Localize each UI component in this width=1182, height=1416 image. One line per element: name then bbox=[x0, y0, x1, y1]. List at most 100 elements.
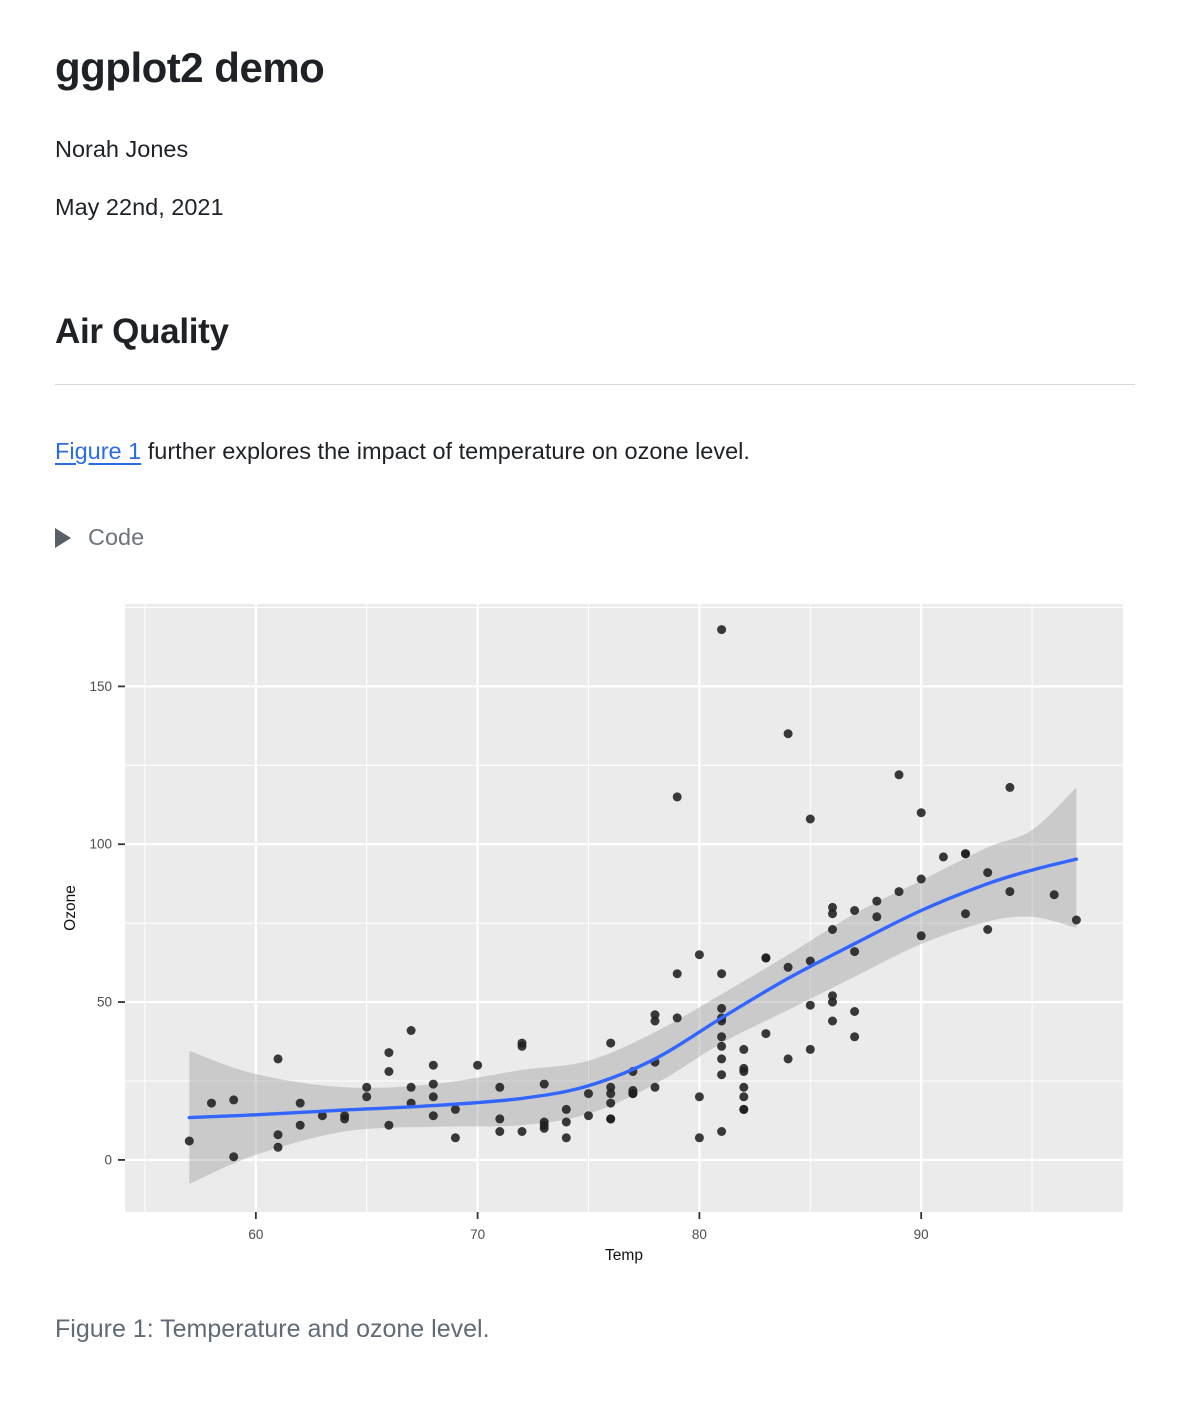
data-point bbox=[828, 902, 837, 912]
data-point bbox=[606, 1098, 616, 1108]
data-point bbox=[739, 1104, 749, 1114]
data-point bbox=[805, 1044, 815, 1054]
y-tick-label: 50 bbox=[97, 995, 112, 1010]
data-point bbox=[916, 808, 926, 818]
data-point bbox=[717, 969, 727, 979]
data-point bbox=[606, 1082, 616, 1092]
data-point bbox=[828, 909, 837, 919]
data-point bbox=[783, 729, 793, 739]
data-point bbox=[983, 868, 993, 878]
data-point bbox=[495, 1127, 505, 1136]
data-point bbox=[384, 1120, 394, 1130]
y-axis-title: Ozone bbox=[62, 885, 79, 931]
author: Norah Jones bbox=[55, 136, 189, 162]
data-point bbox=[229, 1095, 239, 1105]
x-tick-label: 80 bbox=[692, 1227, 707, 1242]
axis-ticks bbox=[118, 685, 923, 1219]
data-point bbox=[938, 852, 948, 862]
data-point bbox=[828, 991, 837, 1001]
data-point bbox=[628, 1089, 638, 1099]
data-point bbox=[761, 1029, 771, 1039]
data-point bbox=[428, 1111, 438, 1121]
data-point bbox=[717, 1003, 727, 1013]
data-point bbox=[872, 896, 882, 906]
data-point bbox=[783, 1054, 793, 1064]
data-point bbox=[916, 931, 926, 941]
data-point bbox=[739, 1092, 749, 1102]
x-tick-label: 60 bbox=[248, 1227, 263, 1242]
figure-1: 60 70 80 90 0 50 100 150 Temp Ozone Figure 1: Tem… bbox=[55, 599, 1135, 1344]
data-point bbox=[961, 909, 970, 919]
plot-panel bbox=[125, 604, 1123, 1212]
data-point bbox=[739, 1082, 749, 1092]
data-point bbox=[783, 962, 793, 972]
data-point bbox=[450, 1104, 460, 1114]
y-tick-label: 150 bbox=[89, 679, 112, 694]
x-axis-title: Temp bbox=[605, 1247, 643, 1264]
data-point bbox=[428, 1092, 438, 1102]
data-point bbox=[850, 1032, 860, 1042]
data-point bbox=[694, 1092, 704, 1102]
data-point bbox=[694, 1133, 704, 1143]
data-point bbox=[739, 1067, 749, 1076]
data-point bbox=[717, 1070, 727, 1080]
data-point bbox=[273, 1054, 283, 1064]
data-point bbox=[495, 1114, 505, 1124]
data-point bbox=[872, 912, 882, 922]
smooth-line bbox=[187, 857, 1079, 1120]
data-point bbox=[672, 792, 682, 802]
intro-paragraph: Figure 1 further explores the impact of … bbox=[55, 434, 1135, 469]
data-point bbox=[672, 1013, 682, 1023]
x-tick-label: 70 bbox=[470, 1227, 485, 1242]
data-point bbox=[828, 997, 837, 1007]
code-disclosure[interactable]: Code bbox=[55, 524, 1135, 551]
figure-link[interactable]: Figure 1 bbox=[55, 438, 142, 464]
data-point bbox=[894, 770, 904, 780]
data-point bbox=[207, 1098, 216, 1108]
data-point bbox=[961, 849, 970, 859]
data-point bbox=[850, 906, 860, 915]
data-point bbox=[916, 874, 926, 884]
data-point bbox=[672, 969, 682, 979]
y-tick-label: 100 bbox=[89, 837, 112, 852]
data-point bbox=[606, 1114, 616, 1124]
data-point bbox=[517, 1127, 527, 1136]
data-point bbox=[717, 1054, 727, 1064]
figure-caption: Figure 1: Temperature and ozone level. bbox=[55, 1315, 490, 1343]
data-point bbox=[561, 1133, 571, 1143]
data-point bbox=[694, 950, 704, 960]
code-fold-label: Code bbox=[88, 524, 145, 550]
data-point bbox=[295, 1098, 305, 1108]
data-point bbox=[473, 1060, 483, 1070]
data-point bbox=[406, 1026, 416, 1035]
data-point bbox=[384, 1048, 394, 1058]
data-point bbox=[805, 1000, 815, 1010]
grid-major bbox=[125, 604, 1123, 1212]
data-point bbox=[1005, 782, 1015, 792]
data-point bbox=[184, 1136, 194, 1146]
data-point bbox=[317, 1111, 327, 1121]
data-point bbox=[650, 1016, 660, 1026]
ggplot-figure: 60 70 80 90 0 50 100 150 Temp Ozone bbox=[62, 604, 1123, 1264]
x-tick-label: 90 bbox=[914, 1227, 929, 1242]
data-point bbox=[606, 1038, 616, 1048]
data-point bbox=[340, 1114, 350, 1124]
data-point bbox=[805, 956, 815, 966]
triangle-right-icon bbox=[55, 527, 71, 548]
data-point bbox=[539, 1117, 549, 1127]
data-point bbox=[561, 1104, 571, 1114]
data-point bbox=[561, 1117, 571, 1127]
data-point bbox=[1005, 887, 1015, 897]
data-point bbox=[584, 1089, 593, 1099]
geoms bbox=[184, 625, 1081, 1184]
data-point bbox=[362, 1082, 372, 1092]
page-title: ggplot2 demo bbox=[55, 44, 325, 91]
intro-paragraph-text: further explores the impact of temperatu… bbox=[141, 438, 750, 464]
data-point bbox=[650, 1082, 660, 1092]
data-point bbox=[450, 1133, 460, 1143]
data-point bbox=[739, 1044, 749, 1054]
data-point bbox=[539, 1079, 549, 1089]
y-tick-label: 0 bbox=[104, 1152, 112, 1167]
data-point bbox=[828, 925, 837, 934]
data-point bbox=[983, 925, 993, 934]
